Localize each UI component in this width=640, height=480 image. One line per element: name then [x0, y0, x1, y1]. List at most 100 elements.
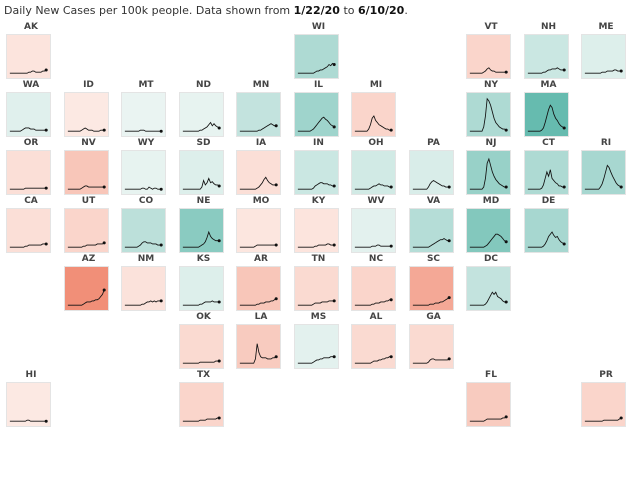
trend-line	[469, 157, 507, 190]
state-label: KS	[196, 254, 211, 264]
sparkline	[297, 116, 336, 132]
state-tile-me: ME	[577, 20, 635, 79]
sparkline	[527, 169, 566, 190]
sparkline	[469, 415, 508, 422]
state-label: LA	[254, 312, 268, 322]
sparkline-box	[236, 150, 281, 195]
sparkline	[182, 230, 221, 248]
latest-point	[332, 125, 336, 129]
trend-line	[124, 129, 162, 132]
state-label: MT	[138, 80, 154, 90]
state-tile-oh: OH	[347, 136, 405, 195]
sparkline-box	[293, 324, 339, 369]
latest-point	[159, 299, 163, 303]
state-tile-la: LA	[232, 310, 290, 369]
state-label: TN	[311, 254, 326, 264]
state-label: OK	[196, 312, 211, 322]
sparkline-box	[236, 324, 281, 369]
sparkline	[297, 299, 336, 306]
state-tile-nh: NH	[520, 20, 578, 79]
state-tile-fl: FL	[462, 368, 520, 427]
state-label: CA	[24, 196, 38, 206]
sparkline-box	[178, 324, 224, 369]
start-date: 1/22/20	[293, 4, 340, 17]
latest-point	[44, 68, 48, 72]
trend-line	[67, 185, 104, 190]
state-label: WV	[367, 196, 385, 206]
state-label: NE	[196, 196, 211, 206]
sparkline-box	[408, 150, 454, 195]
trend-line	[354, 183, 392, 190]
sparkline	[182, 416, 221, 422]
sparkline	[239, 243, 278, 248]
latest-point	[102, 288, 106, 292]
sparkline	[527, 67, 566, 74]
latest-point	[217, 416, 221, 420]
latest-point	[44, 419, 48, 423]
state-tile-ma: MA	[520, 78, 578, 137]
trend-line	[182, 121, 219, 132]
trend-line	[124, 241, 162, 248]
sparkline	[527, 231, 566, 248]
state-label: NM	[137, 254, 155, 264]
sparkline-box	[236, 92, 281, 137]
sparkline-box	[121, 150, 166, 195]
state-label: MD	[482, 196, 500, 206]
state-tile-nv: NV	[60, 136, 118, 195]
sparkline-box	[6, 208, 51, 253]
state-tile-az: AZ	[60, 252, 118, 311]
state-tile-ri: RI	[577, 136, 635, 195]
sparkline-box	[63, 208, 109, 253]
latest-point	[447, 239, 451, 243]
latest-point	[504, 70, 508, 74]
state-label: GA	[426, 312, 441, 322]
sparkline	[469, 291, 508, 306]
latest-point	[389, 298, 393, 302]
state-tile-in: IN	[290, 136, 348, 195]
state-label: NV	[81, 138, 96, 148]
sparkline-box	[121, 92, 166, 137]
sparkline	[67, 185, 106, 190]
state-label: FL	[485, 370, 497, 380]
sparkline	[9, 68, 48, 74]
latest-point	[619, 416, 623, 420]
state-label: ND	[195, 80, 211, 90]
sparkline	[67, 127, 106, 132]
state-label: MI	[369, 80, 383, 90]
latest-point	[562, 68, 566, 72]
state-label: AZ	[81, 254, 96, 264]
sparkline-box	[351, 324, 396, 369]
state-tile-nj: NJ	[462, 136, 520, 195]
state-tile-mt: MT	[117, 78, 175, 137]
sparkline-box	[178, 150, 224, 195]
sparkline	[182, 300, 221, 306]
state-label: RI	[600, 138, 612, 148]
sparkline	[182, 177, 221, 190]
state-tile-ky: KY	[290, 194, 348, 253]
sparkline-box	[293, 150, 339, 195]
sparkline-box	[293, 92, 339, 137]
sparkline	[584, 164, 623, 190]
latest-point	[389, 355, 393, 359]
sparkline-box	[6, 34, 51, 79]
trend-line	[469, 67, 507, 74]
sparkline-box	[293, 34, 339, 79]
state-label: IN	[313, 138, 324, 148]
sparkline-box	[351, 92, 396, 137]
latest-point	[332, 63, 336, 67]
state-label: NC	[368, 254, 384, 264]
trend-line	[239, 343, 277, 364]
latest-point	[504, 185, 508, 189]
sparkline-box	[6, 92, 51, 137]
sparkline-box	[351, 150, 396, 195]
state-tile-tn: TN	[290, 252, 348, 311]
latest-point	[217, 126, 221, 130]
state-tile-ga: GA	[405, 310, 463, 369]
trend-line	[182, 300, 219, 306]
state-label: MA	[540, 80, 557, 90]
latest-point	[159, 187, 163, 191]
latest-point	[274, 297, 278, 301]
state-label: WA	[22, 80, 40, 90]
latest-point	[274, 243, 278, 247]
state-tile-ia: IA	[232, 136, 290, 195]
